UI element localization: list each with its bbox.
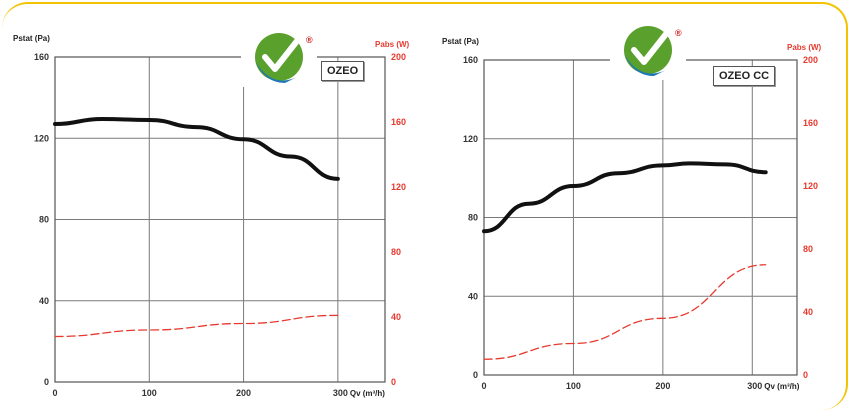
x-tick-label-0-3: 300 xyxy=(333,388,348,398)
y-tick-label-0-3: 120 xyxy=(34,133,49,143)
chart-ozeo-cc: 0 40 80 120 160 0 40 80 120 160 200 0 100 200 300 Qv (m… xyxy=(442,20,822,391)
checkmark-logo-icon-0: ® xyxy=(241,27,317,87)
chart-panel-ozeo-cc: 0 40 80 120 160 0 40 80 120 160 200 0 100 200 300 Qv (m… xyxy=(430,0,852,414)
y-tick-label-1-1: 40 xyxy=(468,291,478,301)
model-label-ozeo-cc: OZEO CC xyxy=(713,66,776,86)
checkmark-logo-icon-1: ® xyxy=(610,20,686,80)
logo-registered-mark-0: ® xyxy=(306,35,313,45)
x-tick-label-0-0: 0 xyxy=(52,388,57,398)
y2-tick-label-0-1: 40 xyxy=(391,312,401,322)
x-axis-label-0: Qv (m³/h) xyxy=(350,389,385,398)
y2-tick-label-1-4: 160 xyxy=(803,118,818,128)
y2-tick-label-0-3: 120 xyxy=(391,182,406,192)
x-tick-label-1-1: 100 xyxy=(566,381,581,391)
power-curve-0 xyxy=(54,314,339,338)
y-tick-label-1-2: 80 xyxy=(468,213,478,223)
y2-tick-label-0-4: 160 xyxy=(391,117,406,127)
y-axis-label-1: Pstat (Pa) xyxy=(442,37,479,46)
y2-tick-label-0-0: 0 xyxy=(391,377,396,387)
pressure-curve-1 xyxy=(482,161,768,234)
y-tick-label-0-0: 0 xyxy=(44,377,49,387)
y-tick-label-0-1: 40 xyxy=(39,296,49,306)
y-tick-label-0-4: 160 xyxy=(34,52,49,62)
plot-frame-0 xyxy=(54,56,386,383)
y2-axis-label-1: Pabs (W) xyxy=(787,43,822,52)
x-tick-label-1-3: 300 xyxy=(747,381,762,391)
pressure-curve-0 xyxy=(53,116,340,181)
chart-panel-ozeo: 0 40 80 120 160 0 40 80 120 160 200 0 100 200 300 Qv (m… xyxy=(13,27,410,398)
x-tick-label-0-2: 200 xyxy=(236,388,251,398)
y2-tick-label-1-5: 200 xyxy=(803,55,818,65)
chart-ozeo: 0 40 80 120 160 0 40 80 120 160 200 0 100 200 300 Qv (m… xyxy=(13,27,410,398)
y2-tick-label-0-5: 200 xyxy=(391,52,406,62)
logo-check-mark-1 xyxy=(631,31,669,65)
y2-axis-label-0: Pabs (W) xyxy=(375,40,410,49)
y2-tick-label-1-0: 0 xyxy=(803,370,808,380)
y2-tick-label-1-3: 120 xyxy=(803,181,818,191)
y-tick-label-0-2: 80 xyxy=(39,215,49,225)
y-tick-label-1-4: 160 xyxy=(463,55,478,65)
power-curve-1 xyxy=(483,264,767,360)
y-tick-label-1-0: 0 xyxy=(473,370,478,380)
model-label-ozeo: OZEO xyxy=(321,61,365,81)
x-tick-label-0-1: 100 xyxy=(142,388,157,398)
y-tick-label-1-3: 120 xyxy=(463,134,478,144)
y2-tick-label-0-2: 80 xyxy=(391,247,401,257)
y2-tick-label-1-1: 40 xyxy=(803,307,813,317)
panel-frame xyxy=(2,2,848,410)
x-tick-label-1-2: 200 xyxy=(655,381,670,391)
logo-check-mark-0 xyxy=(262,38,300,72)
x-tick-label-1-0: 0 xyxy=(481,381,486,391)
y-axis-label-0: Pstat (Pa) xyxy=(13,34,50,43)
y2-tick-label-1-2: 80 xyxy=(803,244,813,254)
logo-registered-mark-1: ® xyxy=(675,28,682,38)
x-axis-label-1: Qv (m³/h) xyxy=(764,382,799,391)
